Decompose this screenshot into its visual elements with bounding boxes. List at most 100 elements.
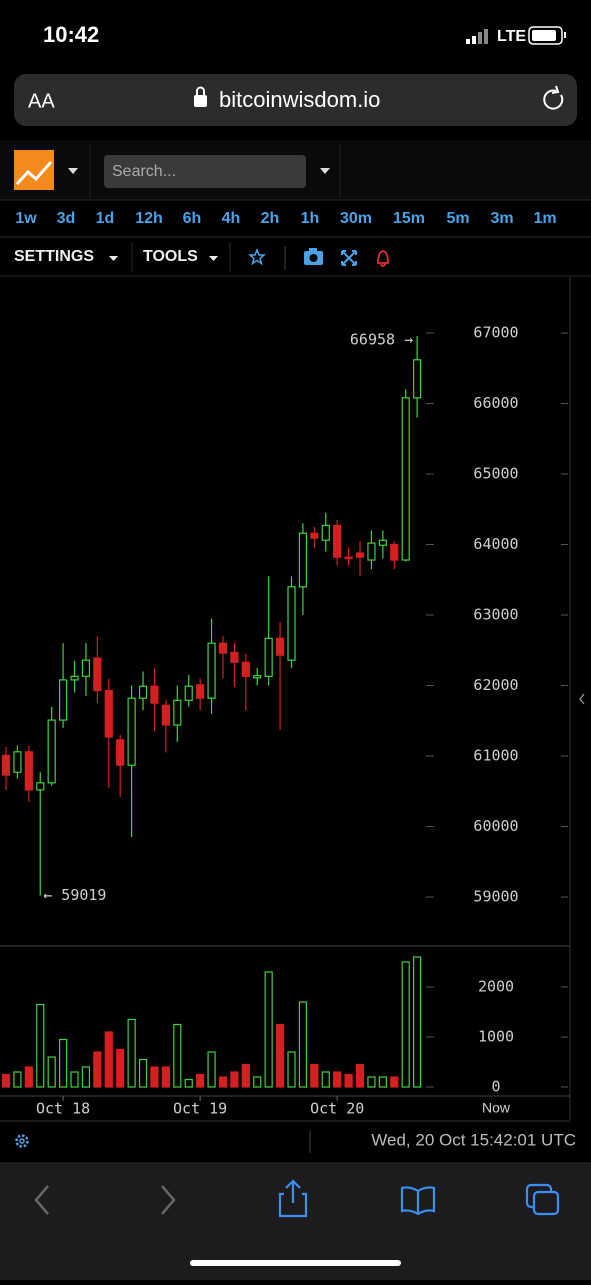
interval-option[interactable]: 1d	[96, 210, 115, 227]
volume-bar	[150, 1066, 159, 1088]
side-panel-toggle[interactable]	[579, 693, 585, 705]
search-box[interactable]	[104, 155, 306, 188]
alert-button[interactable]	[377, 250, 389, 267]
search-placeholder: Search...	[112, 163, 176, 180]
volume-bar	[161, 1066, 170, 1088]
volume-bar	[333, 1071, 342, 1088]
candle-body	[47, 719, 56, 784]
candle-body	[161, 704, 170, 726]
interval-option[interactable]: 3d	[57, 210, 76, 227]
battery-icon	[528, 26, 566, 45]
interval-option[interactable]: 1h	[301, 210, 320, 227]
volume-bar	[390, 1076, 399, 1088]
volume-bar	[355, 1063, 365, 1088]
interval-option[interactable]: 15m	[393, 210, 425, 227]
candle-body	[230, 651, 239, 663]
forward-button[interactable]	[161, 1185, 176, 1215]
settings-menu[interactable]: SETTINGS	[14, 248, 94, 265]
candle-body	[127, 697, 136, 766]
candle-body	[93, 657, 102, 692]
tools-menu[interactable]: TOOLS	[143, 248, 198, 265]
candle-body	[81, 659, 91, 677]
url[interactable]: bitcoinwisdom.io	[219, 87, 380, 112]
volume-bar	[81, 1066, 91, 1088]
volume-bar	[230, 1071, 239, 1088]
x-tick-label: Oct 20	[310, 1100, 364, 1118]
interval-option[interactable]: 12h	[135, 210, 163, 227]
candle-body	[344, 556, 353, 560]
share-button[interactable]	[278, 1179, 308, 1218]
y2-tick-label: 2000	[478, 978, 514, 996]
text-size-button[interactable]: AA	[28, 90, 55, 112]
candle-body	[378, 539, 387, 546]
candle-body	[355, 552, 365, 558]
logo[interactable]	[14, 150, 54, 190]
candle-body	[253, 675, 262, 679]
tabs-button[interactable]	[525, 1183, 560, 1216]
interval-option[interactable]: 30m	[340, 210, 372, 227]
candle-body	[24, 751, 33, 791]
candle-body	[116, 739, 125, 766]
volume-bar	[378, 1076, 387, 1088]
y-tick-label: 66000	[473, 394, 518, 412]
volume-bar	[47, 1056, 56, 1088]
interval-option[interactable]: 1w	[15, 210, 37, 227]
interval-option[interactable]: 4h	[222, 210, 241, 227]
interval-option[interactable]: 2h	[261, 210, 280, 227]
candle-body	[367, 542, 376, 561]
volume-bar	[13, 1071, 22, 1088]
fullscreen-button[interactable]	[341, 250, 357, 266]
interval-option[interactable]: 5m	[446, 210, 469, 227]
candle-body	[207, 642, 216, 699]
candle-body	[287, 586, 296, 661]
interval-option[interactable]: 1m	[533, 210, 556, 227]
volume-bar	[275, 1023, 285, 1088]
volume-bar	[401, 961, 410, 1088]
volume-bar	[367, 1076, 376, 1088]
volume-bar	[253, 1076, 262, 1088]
volume-bar	[173, 1023, 182, 1088]
settings-dropdown[interactable]	[109, 256, 118, 261]
candle-body	[104, 689, 113, 738]
y-tick-label: 62000	[473, 676, 518, 694]
reload-button[interactable]	[543, 85, 564, 110]
volume-bar	[127, 1018, 136, 1088]
volume-bar	[264, 971, 273, 1088]
y-tick-label: 61000	[473, 747, 518, 765]
candle-body	[13, 751, 22, 773]
volume-bar	[413, 956, 422, 1088]
interval-option[interactable]: 3m	[490, 210, 513, 227]
candle-body	[196, 684, 205, 699]
bookmarks-button[interactable]	[400, 1186, 436, 1216]
candle-body	[413, 359, 422, 399]
volume-bar	[36, 1003, 45, 1088]
tools-dropdown[interactable]	[209, 256, 218, 261]
interval-option[interactable]: 6h	[183, 210, 202, 227]
candle-body	[241, 661, 250, 677]
candle-body	[150, 685, 159, 704]
back-button[interactable]	[34, 1185, 49, 1215]
candle-body	[184, 685, 193, 701]
volume-bar	[116, 1048, 125, 1088]
price-annotation: ← 59019	[43, 886, 106, 904]
address-bar[interactable]	[14, 74, 577, 126]
candle-body	[298, 532, 308, 588]
volume-bar	[70, 1071, 79, 1088]
volume-bar	[298, 1001, 308, 1088]
candle-body	[36, 782, 45, 791]
y-tick-label: 63000	[473, 606, 518, 624]
volume-bar	[93, 1051, 102, 1088]
y-tick-label: 67000	[473, 323, 518, 341]
logo-dropdown[interactable]	[68, 168, 78, 174]
settings-gear[interactable]	[15, 1134, 29, 1148]
home-indicator	[190, 1260, 401, 1266]
candle-body	[70, 675, 79, 681]
x-tick-label: Oct 18	[36, 1100, 90, 1118]
favorite-button[interactable]	[248, 247, 266, 266]
search-dropdown[interactable]	[320, 168, 330, 174]
camera-button[interactable]	[304, 248, 323, 265]
status-time: 10:42	[43, 22, 99, 47]
y2-tick-label: 1000	[478, 1028, 514, 1046]
